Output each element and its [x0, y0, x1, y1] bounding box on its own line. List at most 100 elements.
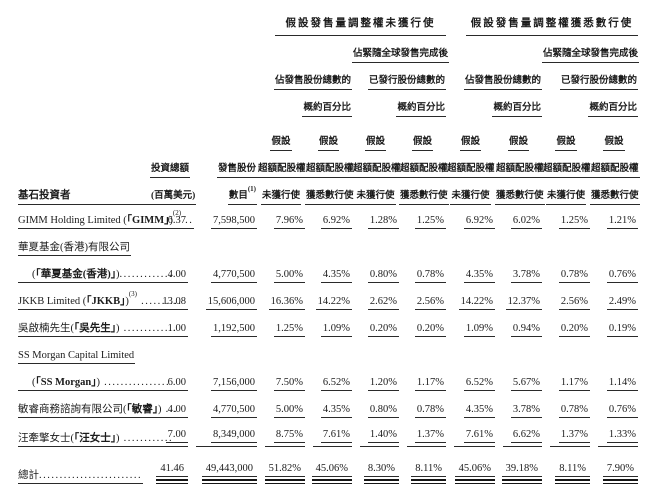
table-row-ssmorgan-line1: SS Morgan Capital Limited	[18, 340, 638, 367]
total-value-cell: 7.90%	[590, 450, 638, 486]
value-cell: 7.61%	[446, 421, 495, 450]
subheader-line: 概約百分比	[492, 103, 542, 117]
investment-column-header: 投資總額 (百萬美元)	[150, 117, 197, 205]
investor-name-cell: JKKB Limited (「JKKB」)(3) ..........	[18, 286, 184, 313]
value-cell: 16.36%	[257, 286, 305, 313]
value-cell: 7,156,000	[188, 367, 257, 394]
value-cell: 1.20%	[352, 367, 399, 394]
group-header-spacer	[18, 5, 257, 36]
value-cell: 1.25%	[399, 205, 446, 232]
value-cell: 1.40%	[352, 421, 399, 450]
pct-header-4: 假設 超額配股權 獲悉數行使	[399, 117, 449, 205]
investor-name-cell: 敏睿商務諮詢有限公司(「敏睿」) ...	[18, 394, 179, 421]
pct-header-2: 假設 超額配股權 獲悉數行使	[305, 117, 355, 205]
subheader-offer-shares-b: 佔發售股份總數的 概約百分比	[446, 36, 542, 117]
total-value-cell: 45.06%	[305, 450, 352, 486]
value-cell: 7.50%	[257, 367, 305, 394]
footnote-marker: (1)	[247, 184, 256, 193]
footnote-marker: (2)	[172, 209, 182, 218]
value-cell: 1.14%	[590, 367, 638, 394]
value-cell: 1.33%	[590, 421, 638, 450]
table-row-chinaamc-line1: 華夏基金(香港)有限公司	[18, 232, 638, 259]
value-cell: 1.21%	[590, 205, 638, 232]
value-cell: 14.22%	[305, 286, 352, 313]
value-cell: 1.25%	[542, 205, 590, 232]
value-cell: 6.92%	[305, 205, 352, 232]
investor-name: JKKB Limited (「JKKB」)(3) ..........	[18, 291, 184, 310]
table-row-ssmorgan-line2: (「SS Morgan」) ................ 6.00 7,15…	[18, 367, 638, 394]
table-row-gimm: GIMM Holding Limited (「GIMM」)(2) .. 6.37…	[18, 205, 638, 232]
dot-leader: ...	[161, 403, 178, 415]
value-cell: 2.62%	[352, 286, 399, 313]
value-cell: 6.37	[150, 205, 188, 232]
total-value-cell: 45.06%	[446, 450, 495, 486]
table-row-mr-ng: 吳啟楠先生(「吳先生」) ............. 1.00 1,192,50…	[18, 313, 638, 340]
value-cell: 8.75%	[257, 421, 305, 450]
value-cell: 0.20%	[352, 313, 399, 340]
total-label-cell: 總計.........................	[18, 450, 150, 486]
value-cell: 6.92%	[446, 205, 495, 232]
value-cell: 4.35%	[446, 259, 495, 286]
subheader-line: 佔緊隨全球發售完成後	[352, 49, 450, 63]
subheader-line: 佔緊隨全球發售完成後	[542, 49, 640, 63]
subheader-issued-shares-a: 佔緊隨全球發售完成後 已發行股份總數的 概約百分比	[352, 36, 450, 117]
pct-header-1: 假設 超額配股權 未獲行使	[257, 117, 307, 205]
value-cell: 1.37%	[542, 421, 590, 450]
table-row-total: 總計......................... 41.46 49,443…	[18, 450, 638, 486]
value-cell: 7,598,500	[188, 205, 257, 232]
value-cell: 0.78%	[399, 259, 446, 286]
value-cell: 7.61%	[305, 421, 352, 450]
dot-leader: ............	[119, 432, 174, 444]
subheader-line: 概約百分比	[588, 103, 638, 117]
investor-name-cell: (「華夏基金(香港)」).............	[18, 259, 175, 286]
subheader-line: 概約百分比	[302, 103, 352, 117]
total-value-cell: 49,443,000	[188, 450, 257, 486]
dot-leader: ..........	[137, 295, 183, 307]
dot-leader: .............	[119, 322, 178, 334]
value-cell: 7.96%	[257, 205, 305, 232]
pct-header-8: 假設 超額配股權 獲悉數行使	[590, 117, 640, 205]
investor-name-cell: 吳啟楠先生(「吳先生」) .............	[18, 313, 179, 340]
value-cell: 4.35%	[446, 394, 495, 421]
subgroup-spacer	[18, 36, 257, 117]
value-cell: 0.76%	[590, 259, 638, 286]
value-cell: 6.62%	[495, 421, 542, 450]
investor-name: GIMM Holding Limited (「GIMM」)(2) ..	[18, 210, 195, 229]
value-cell: 4.00	[150, 259, 188, 286]
value-cell: 1.00	[150, 313, 188, 340]
value-cell: 13.08	[150, 286, 188, 313]
group-title: 假設發售量調整權未獲行使	[275, 18, 446, 36]
cornerstone-investors-table: 假設發售量調整權未獲行使 假設發售量調整權獲悉數行使 佔發售股份總數的 概約百分…	[18, 5, 640, 486]
value-cell: 4,770,500	[188, 394, 257, 421]
pct-header-6: 假設 超額配股權 獲悉數行使	[495, 117, 545, 205]
value-cell: 2.56%	[542, 286, 590, 313]
shares-column-header: 發售股份 數目(1)	[188, 117, 257, 205]
value-cell: 8,349,000	[188, 421, 257, 450]
col-header-line: 數目(1)	[227, 185, 257, 205]
value-cell: 1.09%	[305, 313, 352, 340]
investor-name: (「華夏基金(香港)」).............	[18, 269, 175, 283]
value-cell: 0.20%	[542, 313, 590, 340]
total-value-cell: 8.11%	[399, 450, 446, 486]
value-cell: 2.56%	[399, 286, 446, 313]
value-cell: 0.94%	[495, 313, 542, 340]
value-cell: 1.25%	[257, 313, 305, 340]
investor-name: 汪牽擎女士(「汪女士」) ............	[18, 432, 175, 447]
value-cell: 6.52%	[305, 367, 352, 394]
value-cell: 6.52%	[446, 367, 495, 394]
col-header-line: 投資總額	[150, 164, 191, 178]
pct-header-3: 假設 超額配股權 未獲行使	[352, 117, 402, 205]
subheader-line: 已發行股份總數的	[559, 76, 638, 90]
value-cell: 3.78%	[495, 259, 542, 286]
column-header-row: 基石投資者 投資總額 (百萬美元) 發售股份 數目(1) 假設 超額配股權 未獲…	[18, 117, 640, 205]
value-cell: 5.00%	[257, 259, 305, 286]
value-cell: 0.20%	[399, 313, 446, 340]
investor-name-cell: GIMM Holding Limited (「GIMM」)(2) ..	[18, 205, 195, 232]
value-cell: 2.49%	[590, 286, 638, 313]
group-header-full-adjustment: 假設發售量調整權獲悉數行使	[446, 5, 638, 36]
total-value-cell: 8.30%	[352, 450, 399, 486]
value-cell: 5.00%	[257, 394, 305, 421]
value-cell: 0.78%	[399, 394, 446, 421]
group-header-row: 假設發售量調整權未獲行使 假設發售量調整權獲悉數行使	[18, 5, 638, 36]
